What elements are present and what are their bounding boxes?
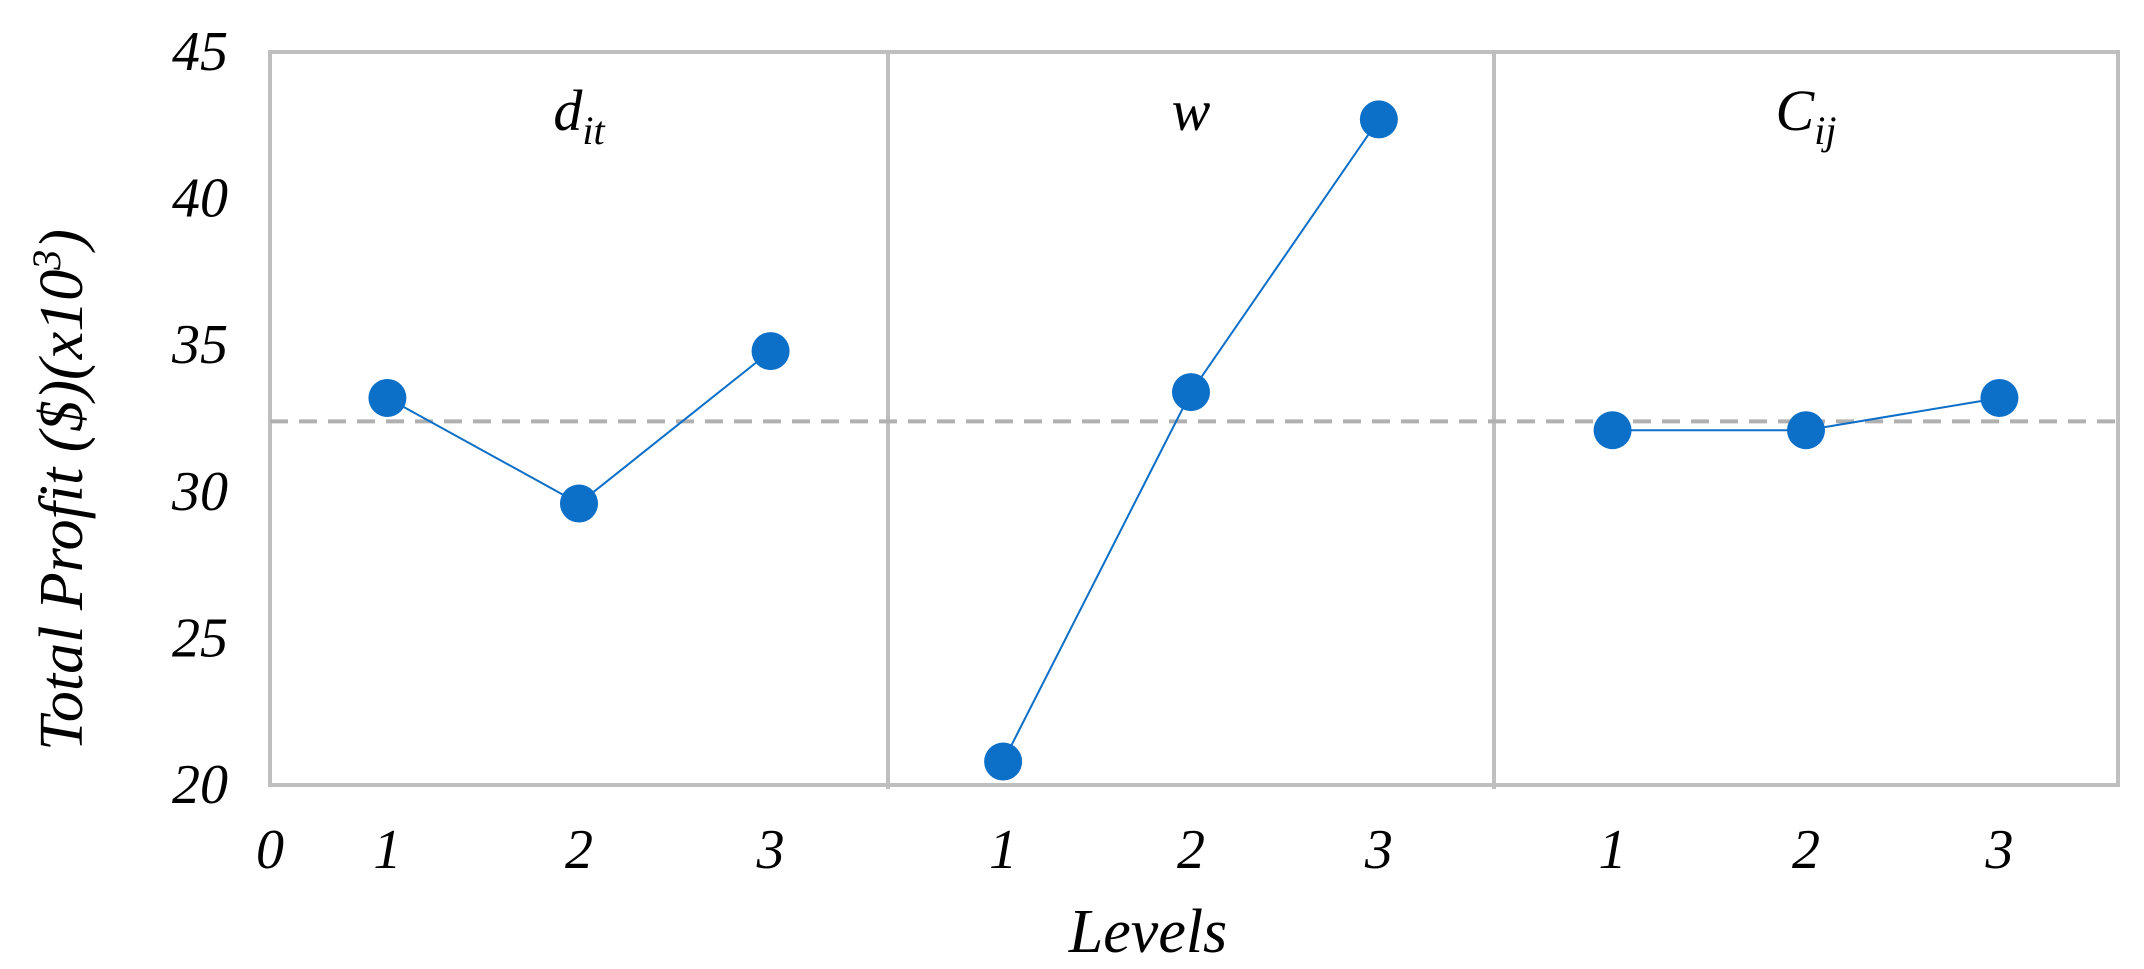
- y-axis-label: Total Profit ($)(x103): [24, 229, 96, 751]
- data-point-p3-l3: [1980, 378, 2019, 417]
- x-tick-label-p1-l3: 3: [756, 819, 785, 881]
- x-axis-ticks: 1 2 3 1 2 3 1 2 3: [373, 819, 2013, 881]
- y-tick-label-25: 25: [172, 607, 228, 669]
- x-tick-label-p2-l2: 2: [1177, 819, 1205, 881]
- y-tick-label-20: 20: [172, 754, 228, 816]
- x-origin-tick: 0: [256, 819, 284, 881]
- panel-title-sub: ij: [1814, 108, 1836, 153]
- data-point-p3-l1: [1593, 411, 1632, 450]
- y-tick-label-35: 35: [171, 314, 228, 376]
- y-tick-label-40: 40: [172, 168, 228, 230]
- series-line-1: [386, 350, 772, 505]
- x-tick-label-p3-l2: 2: [1792, 819, 1820, 881]
- panel-2: w: [984, 78, 1398, 781]
- y-tick-label-45: 45: [172, 21, 228, 83]
- data-point-p2-l2: [1172, 373, 1210, 412]
- panel-title-base: w: [1172, 78, 1211, 143]
- panels: dit w Cij: [368, 78, 2019, 781]
- data-point-p1-l2: [560, 484, 598, 523]
- data-point-p2-l3: [1359, 100, 1398, 139]
- panel-1: dit: [368, 78, 790, 523]
- x-tick-label-p2-l1: 1: [989, 819, 1017, 881]
- y-axis-ticks: 20 25 30 35 40 45: [171, 21, 228, 816]
- data-point-p1-l3: [751, 332, 790, 371]
- panel-3: Cij: [1593, 78, 2019, 450]
- x-tick-label-p3-l3: 3: [1984, 819, 2013, 881]
- y-axis-label-main: Total Profit ($)(x10: [28, 270, 96, 751]
- x-axis-label: Levels: [1068, 898, 1227, 966]
- panel-title-3: Cij: [1776, 78, 1837, 153]
- panel-title-sub: it: [582, 108, 605, 153]
- x-tick-label-p1-l2: 2: [565, 819, 593, 881]
- data-point-p2-l1: [984, 742, 1023, 781]
- panel-title-1: dit: [553, 78, 605, 153]
- panel-title-base: d: [553, 78, 583, 143]
- panel-title-base: C: [1776, 78, 1816, 143]
- x-tick-label-p1-l1: 1: [373, 819, 401, 881]
- plot-border: [268, 50, 2120, 787]
- y-axis-label-close: ): [28, 229, 96, 253]
- x-tick-label-p3-l1: 1: [1599, 819, 1627, 881]
- y-tick-label-30: 30: [171, 461, 228, 523]
- data-point-p3-l2: [1787, 411, 1825, 450]
- y-axis-label-sup: 3: [24, 250, 69, 271]
- x-tick-label-p2-l3: 3: [1364, 819, 1393, 881]
- panel-title-2: w: [1172, 78, 1211, 143]
- data-point-p1-l1: [368, 378, 407, 417]
- series-line-2: [1002, 118, 1380, 762]
